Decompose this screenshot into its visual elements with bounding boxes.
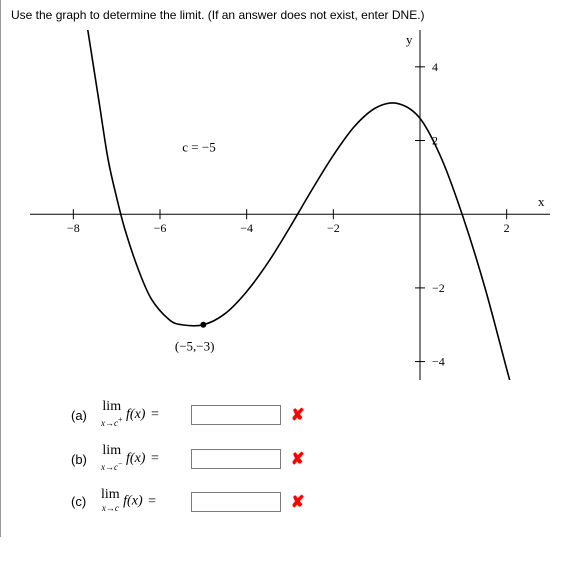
answer-row-2: (b)limx→c− f(x) = ✘ bbox=[71, 444, 569, 474]
limit-expression: limx→c− f(x) = bbox=[101, 444, 191, 474]
part-label: (a) bbox=[71, 408, 101, 423]
svg-text:−8: −8 bbox=[67, 221, 80, 235]
answer-row-1: (a)limx→c+ f(x) = ✘ bbox=[71, 400, 569, 430]
answer-input-2[interactable] bbox=[191, 449, 281, 469]
svg-text:(−5,−3): (−5,−3) bbox=[175, 339, 215, 354]
svg-text:x: x bbox=[538, 194, 545, 209]
svg-text:−2: −2 bbox=[327, 221, 340, 235]
svg-text:−6: −6 bbox=[154, 221, 167, 235]
wrong-icon: ✘ bbox=[291, 405, 304, 425]
answer-input-1[interactable] bbox=[191, 405, 281, 425]
svg-text:2: 2 bbox=[504, 221, 510, 235]
part-label: (b) bbox=[71, 452, 101, 467]
svg-text:4: 4 bbox=[432, 60, 438, 74]
curve-graph: −8−6−4−22−4−224xyc = −5(−5,−3) bbox=[30, 30, 550, 380]
svg-text:c = −5: c = −5 bbox=[182, 140, 215, 155]
wrong-icon: ✘ bbox=[291, 449, 304, 469]
answer-row-3: (c)limx→c f(x) = ✘ bbox=[71, 488, 569, 515]
wrong-icon: ✘ bbox=[291, 492, 304, 512]
chart-area: −8−6−4−22−4−224xyc = −5(−5,−3) bbox=[30, 30, 550, 380]
svg-text:−4: −4 bbox=[432, 355, 445, 369]
svg-text:−2: −2 bbox=[432, 281, 445, 295]
answers-section: (a)limx→c+ f(x) = ✘(b)limx→c− f(x) = ✘(c… bbox=[11, 400, 569, 515]
answer-input-3[interactable] bbox=[191, 492, 281, 512]
svg-text:−4: −4 bbox=[240, 221, 253, 235]
part-label: (c) bbox=[71, 494, 101, 509]
prompt-text: Use the graph to determine the limit. (I… bbox=[11, 8, 569, 22]
svg-text:y: y bbox=[406, 32, 413, 47]
limit-expression: limx→c f(x) = bbox=[101, 488, 191, 515]
limit-expression: limx→c+ f(x) = bbox=[101, 400, 191, 430]
